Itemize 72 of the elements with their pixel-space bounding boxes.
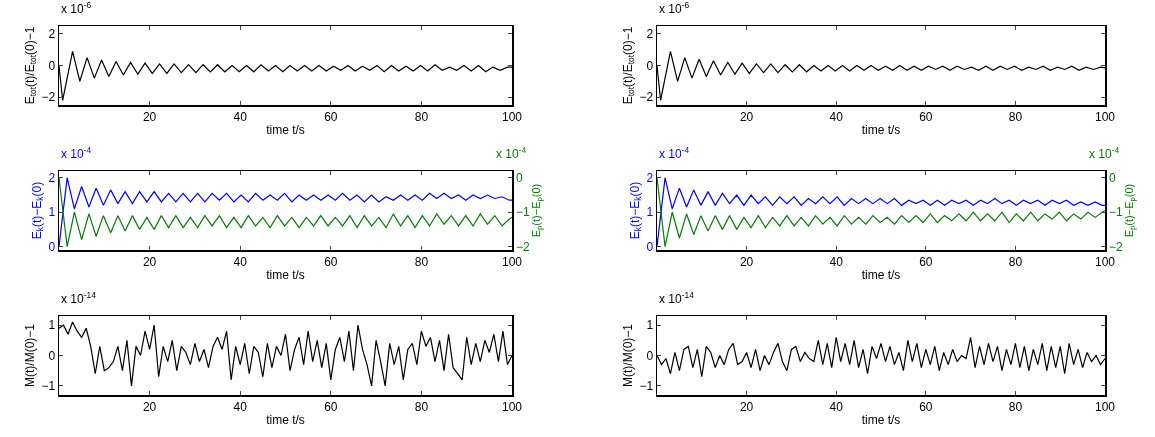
x-tick-label: 80	[1008, 109, 1023, 124]
text: x 10$^{-4}$	[496, 145, 527, 162]
x-axis-title: time t/s	[266, 122, 305, 137]
y-tick-label: −2	[639, 90, 654, 105]
text: x 10$^{-14}$	[659, 290, 695, 307]
y-tick-label: −2	[41, 90, 56, 105]
y-axis-title: M(t)/M(0)−1	[22, 323, 37, 387]
x-tick-label: 100	[501, 254, 523, 269]
x-tick-label: 20	[142, 399, 157, 414]
x-tick-label: 20	[739, 254, 754, 269]
x-tick-label: 80	[414, 254, 429, 269]
y-tick-label: −1	[639, 379, 654, 394]
x-tick-label: 40	[233, 254, 248, 269]
x-tick-label: 40	[233, 399, 248, 414]
x-axis-title: time t/s	[861, 122, 901, 137]
x-tick-label: 80	[414, 399, 429, 414]
y-tick-label: 2	[48, 171, 56, 186]
y-tick-label: −1	[41, 379, 56, 394]
x-tick-label: 40	[829, 109, 844, 124]
x-axis-title: time t/s	[266, 412, 305, 427]
x-tick-label: 60	[919, 254, 933, 269]
y2-tick-label: −2	[1108, 239, 1123, 254]
text: x 10$^{-4}$	[61, 145, 92, 162]
y-tick-label: 0	[48, 239, 56, 254]
y-axis-title: M(t)/M(0)−1	[620, 323, 635, 387]
x-tick-label: 80	[1008, 399, 1023, 414]
y-tick-label: 0	[48, 58, 56, 73]
y-tick-label: 0	[646, 239, 654, 254]
y2-tick-label: −2	[515, 239, 530, 254]
y-tick-label: 2	[646, 171, 654, 186]
y-tick-label: 1	[646, 318, 654, 333]
text: x 10$^{-6}$	[61, 0, 92, 17]
text: x 10$^{-6}$	[659, 0, 690, 17]
y-tick-label: 0	[646, 348, 654, 363]
x-tick-label: 60	[919, 109, 933, 124]
y-tick-label: 2	[48, 27, 56, 42]
x-tick-label: 40	[829, 254, 844, 269]
x-axis-title: time t/s	[266, 267, 305, 282]
x-tick-label: 40	[829, 399, 844, 414]
x-tick-label: 20	[142, 254, 157, 269]
y-tick-label: 2	[646, 27, 654, 42]
x-tick-label: 20	[739, 399, 754, 414]
y-tick-label: 1	[48, 205, 56, 220]
x-tick-label: 60	[919, 399, 933, 414]
y-tick-label: 0	[48, 348, 56, 363]
y-tick-label: 1	[646, 205, 654, 220]
y-tick-label: 1	[48, 318, 56, 333]
y2-tick-label: 0	[1108, 171, 1116, 186]
x-axis-title: time t/s	[861, 267, 901, 282]
x-tick-label: 100	[1094, 254, 1116, 269]
x-tick-label: 80	[1008, 254, 1023, 269]
line-series	[657, 177, 1105, 248]
x-tick-label: 20	[739, 109, 754, 124]
x-tick-label: 100	[1094, 109, 1116, 124]
x-tick-label: 40	[233, 109, 248, 124]
y2-tick-label: −1	[515, 205, 530, 220]
x-tick-label: 100	[1094, 399, 1116, 414]
x-tick-label: 80	[414, 109, 429, 124]
text: x 10$^{-4}$	[1089, 145, 1120, 162]
text: x 10$^{-4}$	[659, 145, 690, 162]
x-tick-label: 60	[324, 109, 338, 124]
x-axis-title: time t/s	[861, 412, 901, 427]
line-series	[59, 177, 512, 248]
y2-tick-label: −1	[1108, 205, 1123, 220]
x-tick-label: 60	[324, 254, 338, 269]
text: x 10$^{-14}$	[61, 290, 97, 307]
x-tick-label: 100	[501, 399, 523, 414]
x-tick-label: 100	[501, 109, 523, 124]
x-tick-label: 20	[142, 109, 157, 124]
y2-tick-label: 0	[515, 171, 523, 186]
y-tick-label: 0	[646, 58, 654, 73]
x-tick-label: 60	[324, 399, 338, 414]
